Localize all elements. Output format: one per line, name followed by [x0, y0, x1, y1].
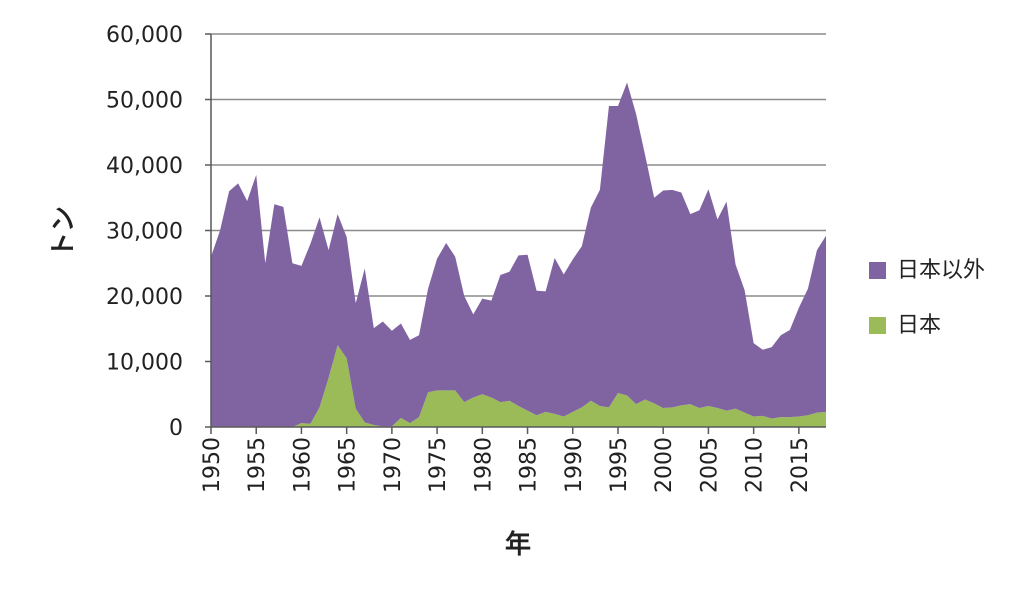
y-tick-label-2: 20,000	[106, 285, 183, 310]
x-axis-title: 年	[505, 529, 531, 560]
legend-label-0: 日本以外	[897, 258, 985, 283]
legend-swatch-1	[869, 317, 886, 334]
x-tick-label-8: 1990	[562, 437, 587, 493]
x-tick-label-12: 2010	[743, 437, 768, 493]
x-tick-label-11: 2005	[697, 437, 722, 493]
y-tick-label-6: 60,000	[106, 23, 183, 48]
x-tick-label-7: 1985	[517, 437, 542, 493]
legend-label-1: 日本	[897, 313, 941, 338]
y-tick-labels: 0 10,000 20,000 30,000 40,000 50,000 60,000	[106, 23, 183, 441]
y-tick-label-5: 50,000	[106, 89, 183, 114]
area-series-1	[211, 82, 826, 427]
x-tick-label-6: 1980	[471, 437, 496, 493]
x-tick-label-2: 1960	[290, 437, 315, 493]
x-tick-label-3: 1965	[336, 437, 361, 493]
area-series-0	[211, 345, 826, 427]
x-tick-label-5: 1975	[426, 437, 451, 493]
x-tick-label-10: 2000	[652, 437, 677, 493]
y-tick-label-3: 30,000	[106, 220, 183, 245]
x-tick-label-9: 1995	[607, 437, 632, 493]
y-tick-label-1: 10,000	[106, 351, 183, 376]
x-tick-labels: 1950 1955 1960 1965 1970 1975 1980 1985 1990 1995…	[200, 437, 813, 493]
y-tick-label-0: 0	[169, 416, 183, 441]
axes	[205, 33, 826, 434]
y-axis-title: トン	[49, 206, 79, 258]
x-tick-label-1: 1955	[245, 437, 270, 493]
legend-swatch-0	[869, 262, 886, 279]
x-tick-label-0: 1950	[200, 437, 225, 493]
area-series-group	[211, 82, 826, 427]
y-tick-label-4: 40,000	[106, 154, 183, 179]
x-tick-label-13: 2015	[788, 437, 813, 493]
x-tick-label-4: 1970	[381, 437, 406, 493]
